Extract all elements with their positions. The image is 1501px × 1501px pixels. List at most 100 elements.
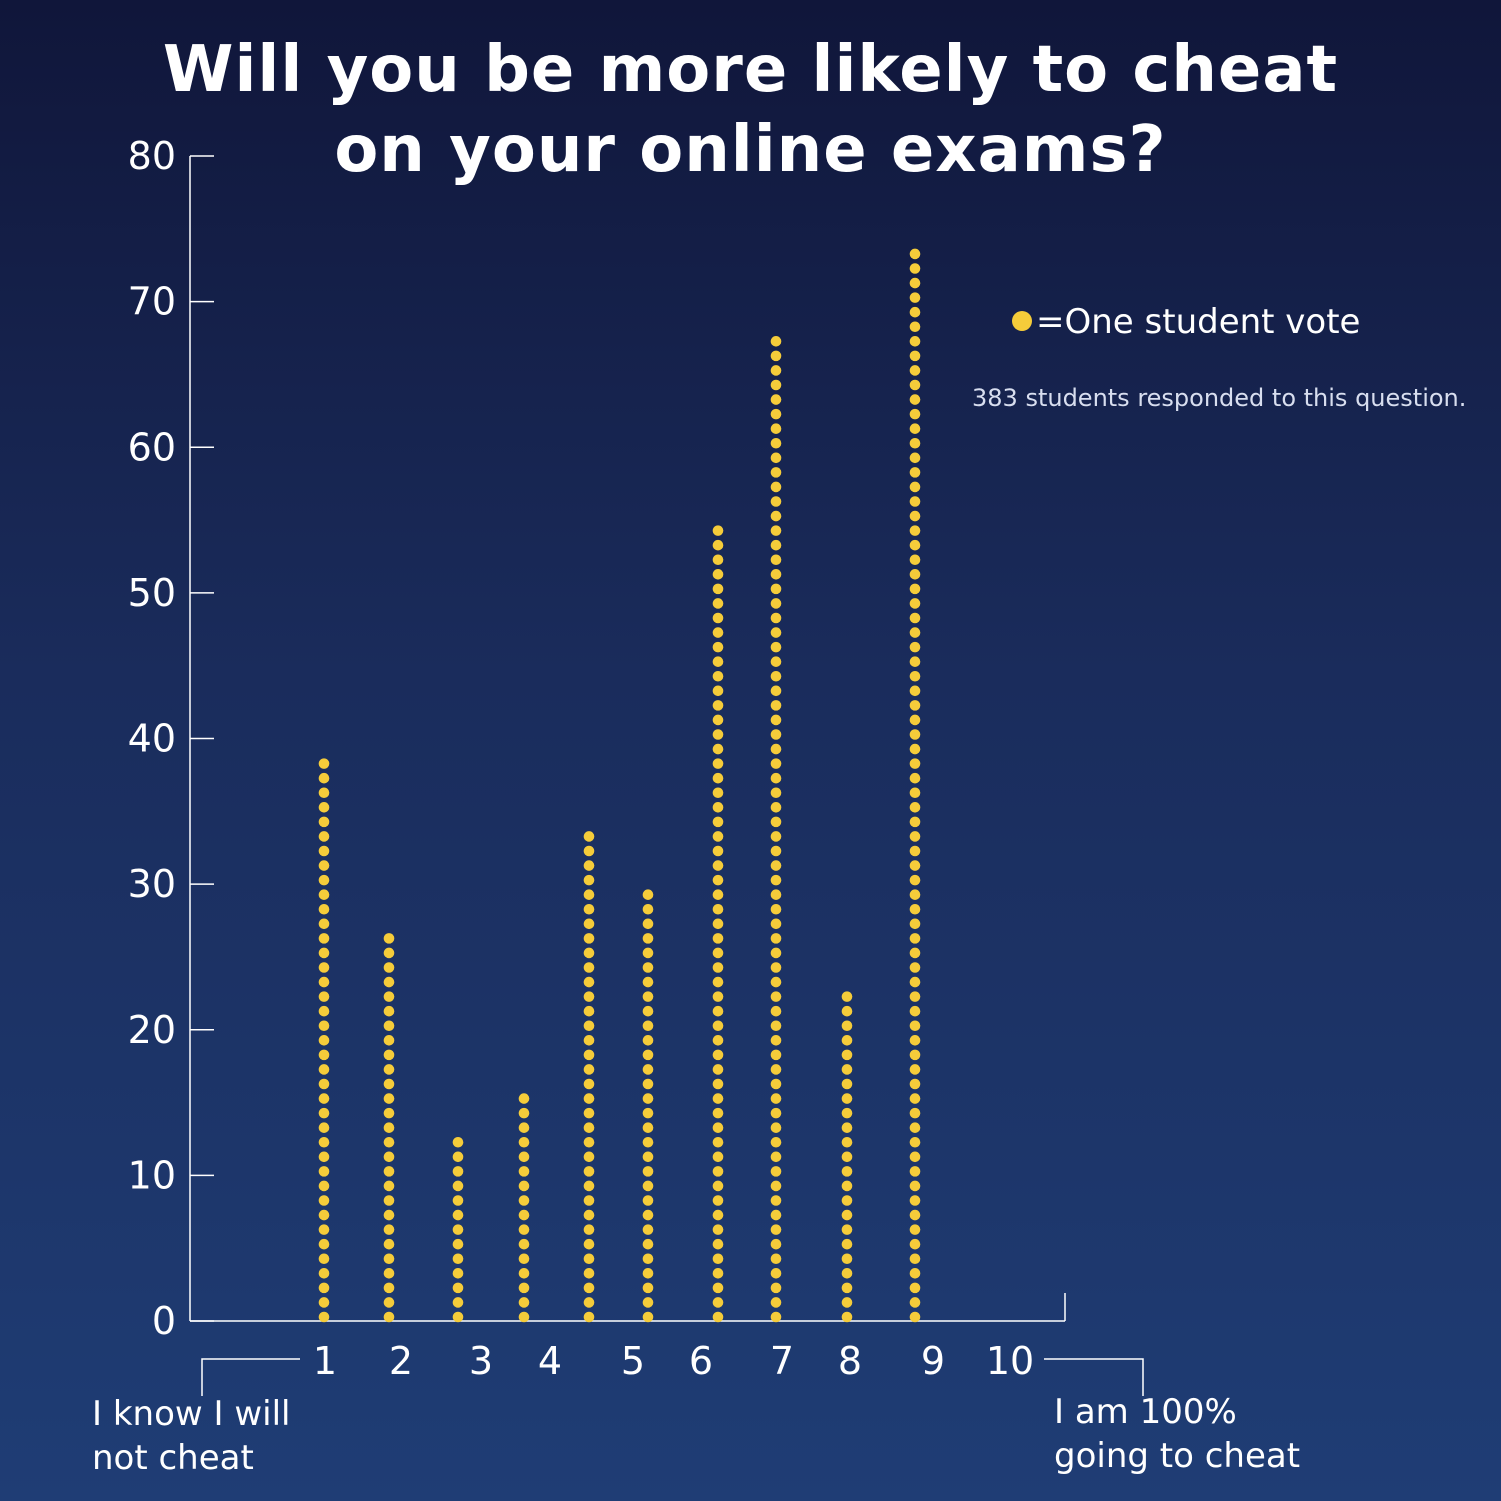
vote-dot [318, 1166, 330, 1177]
vote-dot [770, 1107, 782, 1119]
vote-dot [583, 1253, 595, 1265]
vote-dot [770, 554, 782, 566]
dot-column-6 [642, 889, 654, 1323]
vote-dot [909, 481, 921, 493]
vote-dot [770, 860, 782, 871]
vote-dot [841, 1107, 853, 1119]
legend-dot-icon [1012, 310, 1032, 331]
vote-dot [909, 627, 921, 638]
vote-dot [909, 933, 921, 944]
vote-dot [583, 976, 595, 988]
vote-dot [642, 903, 654, 915]
vote-dot [712, 947, 724, 959]
vote-dot [909, 1224, 921, 1235]
vote-dot [909, 729, 921, 740]
vote-dot [770, 1209, 782, 1221]
vote-dot [841, 1311, 853, 1323]
vote-dot [583, 1035, 595, 1046]
vote-dot [841, 1049, 853, 1061]
vote-dot [712, 612, 724, 624]
vote-dot [318, 1049, 330, 1061]
vote-dot [841, 1020, 853, 1032]
vote-dot [318, 1311, 330, 1323]
vote-dot [712, 525, 724, 536]
vote-dot [841, 1253, 853, 1265]
vote-dot [909, 1151, 921, 1163]
vote-dot [909, 772, 921, 784]
vote-dot [770, 1151, 782, 1163]
vote-dot [712, 1238, 724, 1250]
vote-dot [642, 889, 654, 900]
vote-dot [909, 248, 921, 260]
vote-dot [770, 889, 782, 900]
vote-dot [909, 685, 921, 697]
vote-dot [770, 1005, 782, 1017]
vote-dot [518, 1297, 530, 1308]
vote-dot [318, 1195, 330, 1206]
vote-dot [841, 1238, 853, 1250]
vote-dot [909, 1122, 921, 1133]
dot-column-9 [841, 991, 853, 1323]
vote-dot [318, 1107, 330, 1119]
vote-dot [318, 802, 330, 813]
vote-dot [383, 1020, 395, 1032]
vote-dot [770, 1049, 782, 1061]
vote-dot [770, 831, 782, 842]
dot-column-8 [770, 336, 782, 1323]
vote-dot [909, 306, 921, 318]
vote-dot [712, 1282, 724, 1294]
vote-dot [712, 1136, 724, 1148]
vote-dot [518, 1136, 530, 1148]
vote-dot [770, 1238, 782, 1250]
x-tick-label: 3 [469, 1339, 493, 1383]
vote-dot [318, 991, 330, 1002]
vote-dot [318, 1224, 330, 1235]
vote-dot [642, 1238, 654, 1250]
vote-dot [770, 962, 782, 973]
vote-dot [642, 1166, 654, 1177]
vote-dot [770, 787, 782, 799]
vote-dot [452, 1238, 464, 1250]
vote-dot [642, 962, 654, 973]
vote-dot [383, 1238, 395, 1250]
vote-dot [909, 292, 921, 303]
vote-dot [770, 379, 782, 391]
vote-dot [909, 1297, 921, 1308]
vote-dot [583, 918, 595, 930]
vote-dot [770, 1224, 782, 1235]
vote-dot [770, 1122, 782, 1133]
vote-dot [383, 1311, 395, 1323]
vote-dot [841, 1180, 853, 1192]
vote-dot [909, 510, 921, 522]
vote-dot [770, 1297, 782, 1308]
vote-dot [712, 816, 724, 828]
y-tick-label: 80 [128, 134, 176, 178]
x-tick-label: 8 [838, 1339, 862, 1383]
vote-dot [770, 569, 782, 580]
vote-dot [712, 700, 724, 711]
vote-dot [712, 831, 724, 842]
vote-dot [318, 860, 330, 871]
vote-dot [318, 1078, 330, 1090]
vote-dot [841, 1122, 853, 1133]
vote-dot [318, 816, 330, 828]
vote-dot [712, 933, 724, 944]
vote-dot [841, 991, 853, 1002]
vote-dot [318, 1005, 330, 1017]
vote-dot [841, 1005, 853, 1017]
scale-low-label: I know I will not cheat [92, 1392, 290, 1480]
vote-dot [583, 1093, 595, 1104]
vote-dot [318, 1122, 330, 1133]
vote-dot [452, 1282, 464, 1294]
dot-column-2 [383, 933, 395, 1323]
vote-dot [841, 1151, 853, 1163]
vote-dot [518, 1224, 530, 1235]
vote-dot [712, 889, 724, 900]
vote-dot [712, 1268, 724, 1279]
vote-dot [642, 1151, 654, 1163]
vote-dot [318, 874, 330, 886]
vote-dot [383, 1209, 395, 1221]
y-tick-label: 10 [128, 1153, 176, 1197]
vote-dot [712, 976, 724, 988]
scale-high-bracket [1044, 1358, 1144, 1396]
